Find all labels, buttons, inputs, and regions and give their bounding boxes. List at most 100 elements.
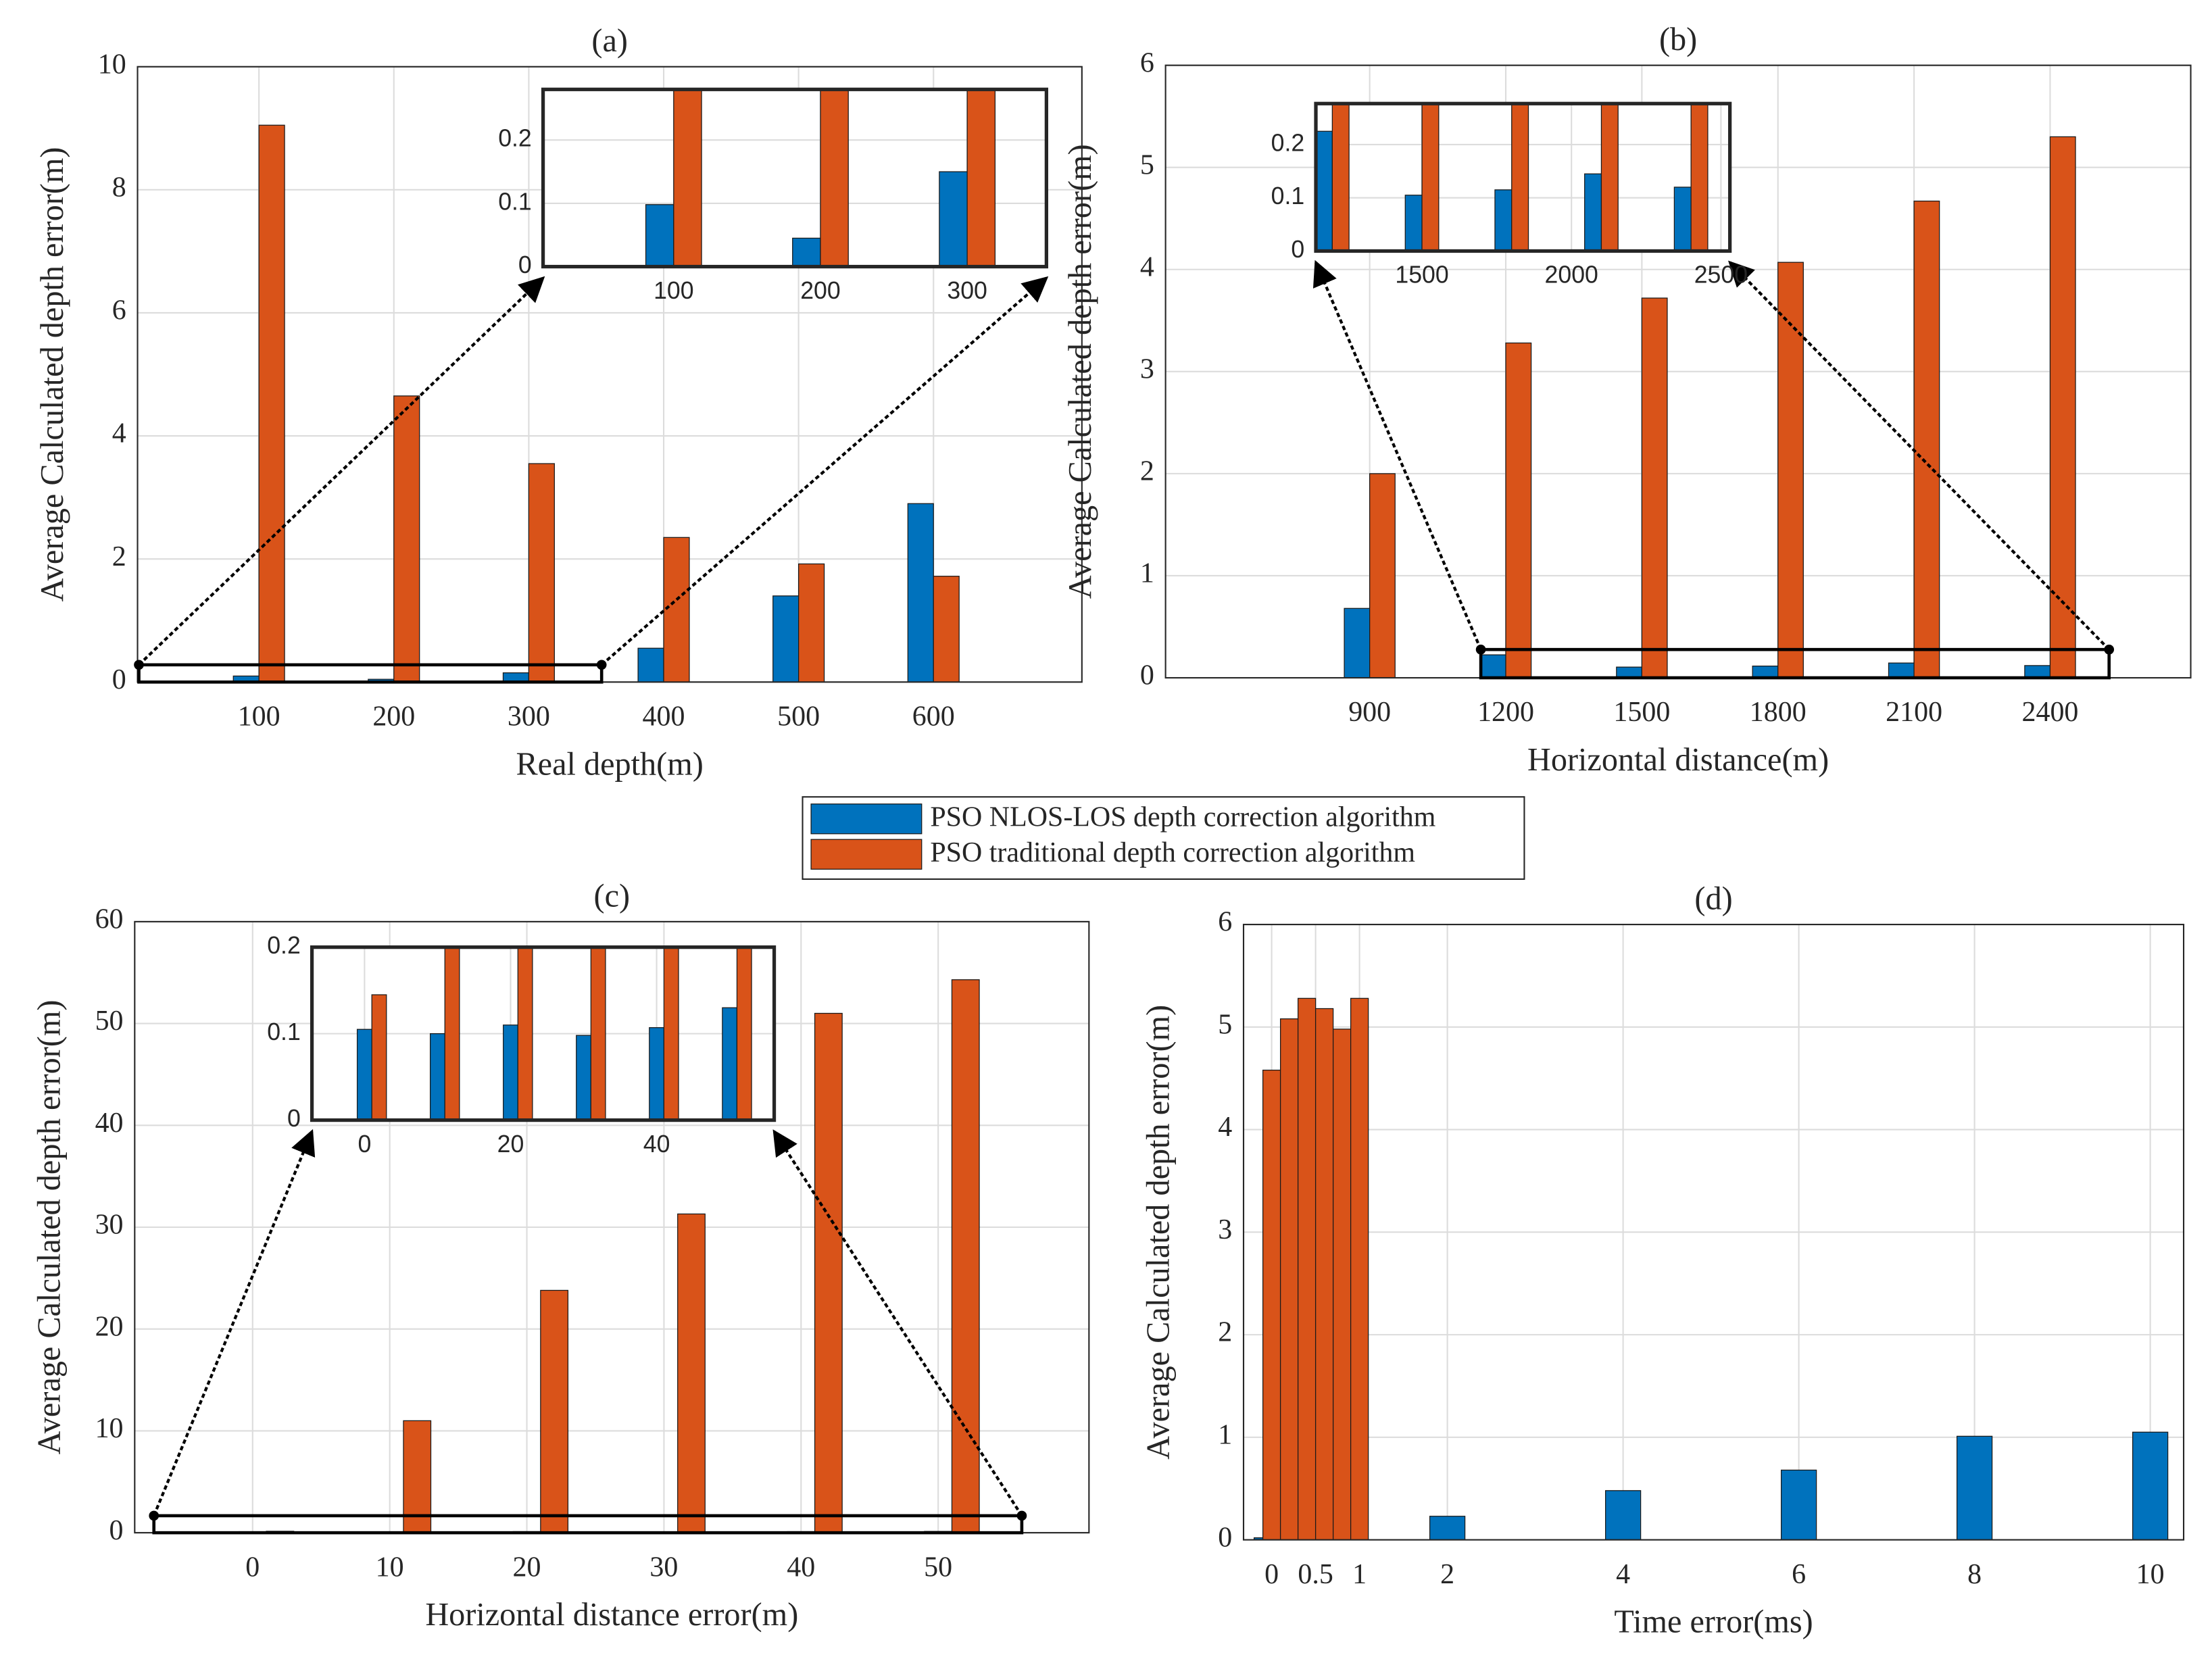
y-tick-label: 0 (287, 1105, 301, 1132)
x-tick-label: 200 (372, 701, 415, 732)
bar (528, 463, 555, 683)
bar (820, 89, 849, 267)
bar (517, 947, 533, 1120)
y-tick-label: 2 (1140, 456, 1154, 487)
bar (798, 563, 825, 683)
bar (1752, 666, 1779, 678)
y-tick-label: 1 (1140, 558, 1154, 589)
inset-bars (356, 947, 752, 1120)
bar (1780, 1469, 1817, 1541)
bar (1494, 189, 1513, 251)
y-tick-label: 0 (1218, 1522, 1232, 1553)
bar (1584, 173, 1602, 251)
bar (1511, 103, 1529, 251)
x-tick-label: 8 (1967, 1559, 1982, 1590)
x-tick-label: 40 (643, 1131, 670, 1158)
x-tick-label: 400 (643, 701, 685, 732)
y-tick-label: 1 (1218, 1420, 1232, 1451)
bar (772, 595, 800, 683)
x-tick-label: 2500 (1694, 262, 1748, 289)
bar (649, 1027, 665, 1120)
x-tick-label: 300 (947, 277, 987, 304)
y-tick-label: 0 (1140, 660, 1154, 691)
x-tick-label: 6 (1792, 1559, 1806, 1590)
bar (1479, 654, 1506, 678)
y-axis-label: Average Calculated depth error(m) (1140, 1005, 1176, 1460)
subplot: 0 0.5 1 2 4 6 8 10 0 1 2 3 4 5 6 (d) Time error(ms) Avera… (1140, 881, 2185, 1640)
x-tick-label: 300 (508, 701, 550, 732)
y-tick-label: 0.1 (498, 188, 532, 215)
x-tick-label: 20 (497, 1131, 524, 1158)
x-tick-label: 1800 (1750, 697, 1807, 728)
inset: 0 20 40 0 0.1 0.2 (267, 932, 777, 1158)
x-tick-label: 10 (2136, 1559, 2165, 1590)
legend-box (802, 796, 1525, 880)
y-axis-label: Average Calculated depth error(m) (1062, 144, 1098, 599)
bar (1957, 1435, 1993, 1541)
bar (590, 947, 606, 1120)
bar (1421, 103, 1440, 251)
bar (576, 1035, 591, 1120)
bar (2132, 1431, 2169, 1541)
bar (1600, 103, 1619, 251)
y-tick-label: 5 (1218, 1009, 1232, 1040)
bar (1505, 342, 1532, 678)
bar (722, 1007, 738, 1120)
bar (444, 947, 460, 1120)
y-tick-label: 0.1 (1271, 182, 1305, 209)
x-tick-label: 600 (912, 701, 955, 732)
bar (1888, 662, 1915, 678)
x-tick-label: 10 (376, 1552, 404, 1583)
y-tick-label: 3 (1218, 1214, 1232, 1245)
x-tick-label: 500 (777, 701, 820, 732)
bar (939, 171, 968, 267)
x-tick-label: 100 (238, 701, 280, 732)
y-tick-label: 0.2 (267, 932, 301, 959)
bar (1404, 195, 1423, 251)
y-tick-label: 6 (1140, 47, 1154, 78)
y-axis-label: Average Calculated depth error(m) (32, 1000, 68, 1455)
inset-bars (645, 89, 996, 267)
subplot-title: (a) (591, 23, 628, 59)
x-tick-label: 30 (649, 1552, 678, 1583)
x-tick-label: 2 (1440, 1559, 1454, 1590)
bar (356, 1029, 372, 1120)
zoom-arrow (152, 1129, 316, 1516)
bar (1316, 130, 1333, 251)
bar (637, 647, 664, 683)
inset: 1500 2000 2500 0 0.1 0.2 (1271, 101, 1748, 289)
legend: PSO NLOS-LOS depth correction algorithm P… (802, 796, 1525, 880)
bar (933, 576, 960, 683)
subplot: 900 1200 1500 1800 2100 2400 0 1 2 3 4 5 6 (b) Horizon… (1062, 22, 2192, 778)
bar (966, 89, 996, 267)
y-tick-label: 8 (112, 172, 126, 203)
subplot: 0 10 20 30 40 50 0 10 20 30 40 50 60 (c) Horizontal di… (32, 878, 1090, 1633)
x-tick-label: 50 (924, 1552, 952, 1583)
legend-swatch (810, 803, 923, 835)
bar (645, 204, 674, 267)
bar (1297, 997, 1317, 1541)
x-tick-label: 1500 (1395, 262, 1448, 289)
bar (951, 979, 980, 1533)
bar (393, 395, 420, 683)
bar (792, 237, 821, 267)
y-tick-label: 4 (112, 418, 126, 449)
inset-box (310, 945, 777, 1122)
x-axis-label: Horizontal distance(m) (1527, 742, 1829, 778)
x-tick-label: 20 (513, 1552, 541, 1583)
bar (1279, 1018, 1299, 1541)
y-tick-label: 3 (1140, 353, 1154, 385)
x-tick-label: 1 (1352, 1559, 1367, 1590)
inset: 100 200 300 0 0.1 0.2 (498, 87, 1049, 304)
bar (2024, 665, 2051, 678)
y-tick-label: 10 (98, 49, 126, 80)
x-tick-label: 4 (1616, 1559, 1630, 1590)
x-tick-label: 40 (787, 1552, 815, 1583)
bar (1673, 187, 1692, 251)
zoom-box (137, 663, 604, 684)
bar (403, 1420, 432, 1533)
bar (673, 89, 702, 267)
bar (1913, 200, 1940, 678)
x-tick-label: 0 (358, 1131, 371, 1158)
